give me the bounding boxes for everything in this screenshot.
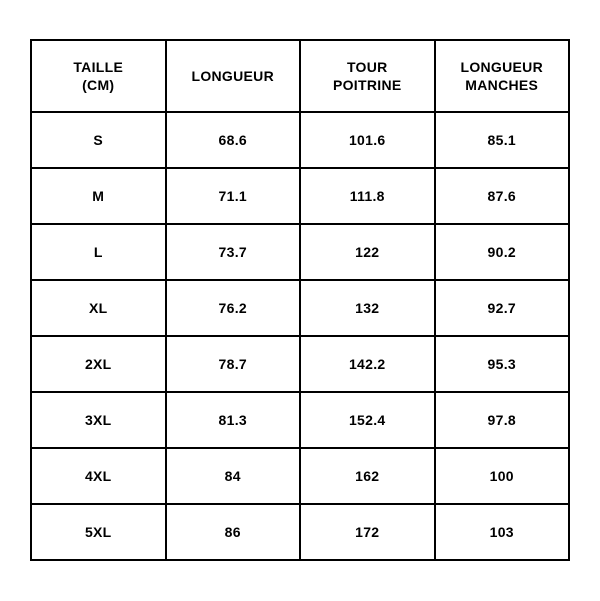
cell-size: XL (31, 280, 166, 336)
col-header-size: TAILLE (CM) (31, 40, 166, 112)
table-row: M71.1111.887.6 (31, 168, 569, 224)
col-header-sleeves-line2: MANCHES (465, 77, 538, 93)
col-header-size-line2: (CM) (82, 77, 114, 93)
cell-size: S (31, 112, 166, 168)
cell-sleeves: 90.2 (435, 224, 570, 280)
cell-size: 2XL (31, 336, 166, 392)
cell-sleeves: 97.8 (435, 392, 570, 448)
table-body: S68.6101.685.1M71.1111.887.6L73.712290.2… (31, 112, 569, 560)
cell-chest: 111.8 (300, 168, 435, 224)
cell-size: 3XL (31, 392, 166, 448)
cell-length: 81.3 (166, 392, 301, 448)
cell-length: 68.6 (166, 112, 301, 168)
cell-sleeves: 103 (435, 504, 570, 560)
col-header-chest: TOUR POITRINE (300, 40, 435, 112)
cell-length: 86 (166, 504, 301, 560)
cell-sleeves: 95.3 (435, 336, 570, 392)
cell-size: 4XL (31, 448, 166, 504)
table-row: 3XL81.3152.497.8 (31, 392, 569, 448)
cell-chest: 122 (300, 224, 435, 280)
table-row: 4XL84162100 (31, 448, 569, 504)
cell-size: 5XL (31, 504, 166, 560)
col-header-size-line1: TAILLE (73, 59, 123, 75)
cell-chest: 152.4 (300, 392, 435, 448)
cell-sleeves: 85.1 (435, 112, 570, 168)
table-row: XL76.213292.7 (31, 280, 569, 336)
cell-chest: 101.6 (300, 112, 435, 168)
cell-length: 76.2 (166, 280, 301, 336)
cell-chest: 142.2 (300, 336, 435, 392)
cell-chest: 162 (300, 448, 435, 504)
table-row: S68.6101.685.1 (31, 112, 569, 168)
cell-length: 71.1 (166, 168, 301, 224)
cell-length: 73.7 (166, 224, 301, 280)
cell-size: M (31, 168, 166, 224)
cell-sleeves: 87.6 (435, 168, 570, 224)
cell-chest: 172 (300, 504, 435, 560)
col-header-length: LONGUEUR (166, 40, 301, 112)
table-row: 5XL86172103 (31, 504, 569, 560)
cell-size: L (31, 224, 166, 280)
col-header-chest-line2: POITRINE (333, 77, 402, 93)
cell-length: 84 (166, 448, 301, 504)
col-header-sleeves-line1: LONGUEUR (460, 59, 543, 75)
table-row: 2XL78.7142.295.3 (31, 336, 569, 392)
col-header-sleeves: LONGUEUR MANCHES (435, 40, 570, 112)
size-table: TAILLE (CM) LONGUEUR TOUR POITRINE LONGU… (30, 39, 570, 561)
table-header-row: TAILLE (CM) LONGUEUR TOUR POITRINE LONGU… (31, 40, 569, 112)
table-row: L73.712290.2 (31, 224, 569, 280)
size-table-container: TAILLE (CM) LONGUEUR TOUR POITRINE LONGU… (0, 0, 600, 601)
col-header-chest-line1: TOUR (347, 59, 388, 75)
cell-length: 78.7 (166, 336, 301, 392)
cell-chest: 132 (300, 280, 435, 336)
cell-sleeves: 92.7 (435, 280, 570, 336)
cell-sleeves: 100 (435, 448, 570, 504)
